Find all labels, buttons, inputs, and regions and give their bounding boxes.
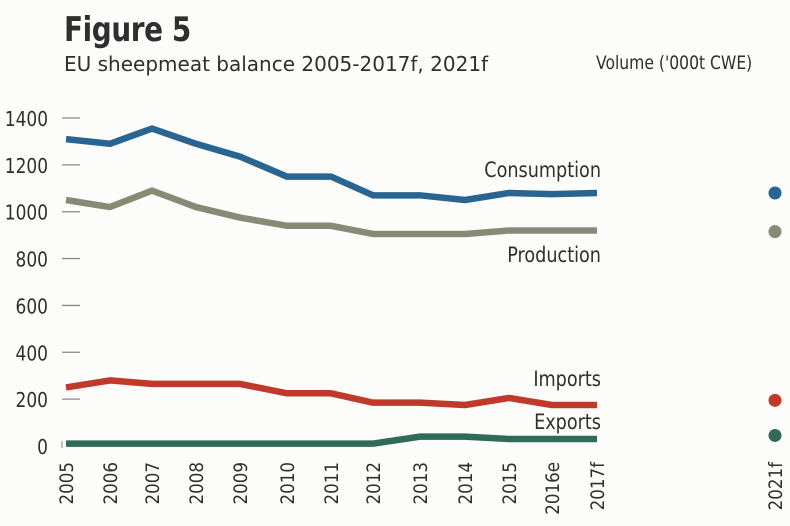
series-line-imports bbox=[65, 377, 597, 409]
series-label-consumption: Consumption bbox=[484, 158, 601, 183]
x-tick-label: 2014 bbox=[455, 462, 477, 505]
x-tick-label: 2015 bbox=[499, 462, 521, 505]
y-tick-label: 1000 bbox=[5, 202, 48, 225]
x-tick-label: 2008 bbox=[186, 462, 208, 505]
series-line-production bbox=[65, 187, 597, 238]
x-tick-label: 2005 bbox=[56, 462, 78, 505]
figure-title: Figure 5 bbox=[64, 10, 191, 50]
x-tick-label: 2011 bbox=[321, 462, 343, 505]
x-tick-label: 2006 bbox=[100, 462, 122, 505]
x-tick-label: 2010 bbox=[277, 462, 299, 505]
forecast-dot-imports bbox=[768, 393, 782, 407]
chart-subtitle: EU sheepmeat balance 2005-2017f, 2021f bbox=[64, 52, 489, 76]
y-tick-label: 400 bbox=[16, 343, 48, 366]
y-tick-label: 600 bbox=[16, 296, 48, 319]
x-tick-label: 2016e bbox=[542, 462, 564, 515]
x-tick-label: 2013 bbox=[410, 462, 432, 505]
unit-label: Volume ('000t CWE) bbox=[596, 52, 753, 74]
x-tick-label: 2017f bbox=[587, 461, 609, 510]
y-tick-label: 1200 bbox=[5, 156, 48, 179]
x-tick-label-forecast: 2021f bbox=[765, 461, 787, 510]
forecast-dot-exports bbox=[768, 428, 782, 442]
y-tick-label: 800 bbox=[16, 249, 48, 272]
series-label-exports: Exports bbox=[534, 410, 601, 435]
y-tick-label: 0 bbox=[37, 437, 48, 460]
y-tick-label: 200 bbox=[16, 390, 48, 413]
forecast-dot-consumption bbox=[768, 186, 782, 200]
series-line-exports bbox=[66, 433, 597, 447]
series-label-production: Production bbox=[507, 243, 601, 268]
x-tick-label: 2009 bbox=[230, 462, 252, 505]
series-label-imports: Imports bbox=[533, 367, 601, 392]
x-tick-label: 2007 bbox=[142, 462, 164, 505]
x-tick-label: 2012 bbox=[363, 462, 385, 505]
y-tick-label: 1400 bbox=[5, 109, 48, 132]
forecast-dot-production bbox=[768, 225, 782, 239]
